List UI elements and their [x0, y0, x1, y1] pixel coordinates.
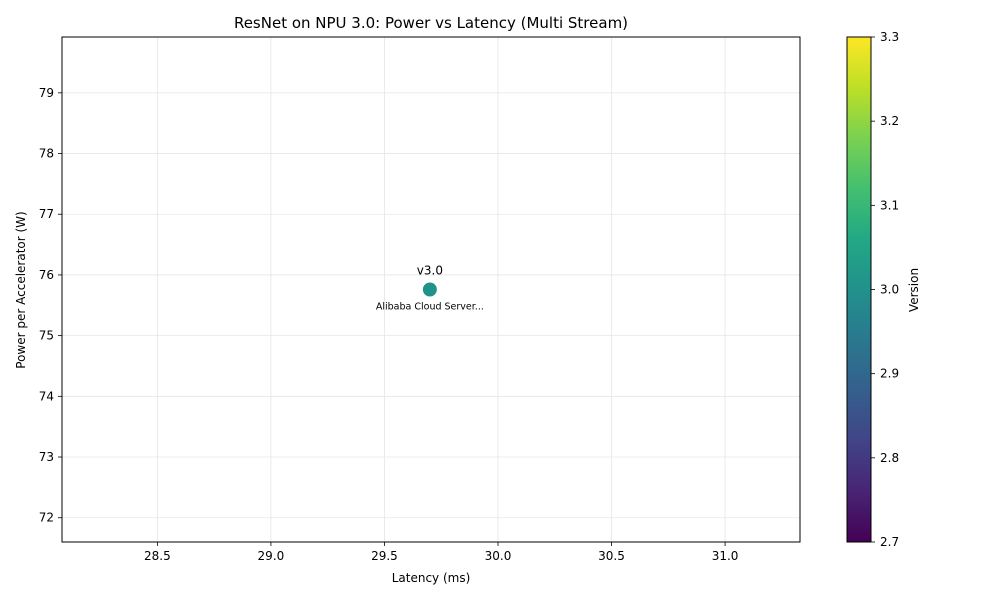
colorbar-tick-label: 3.2 — [880, 114, 899, 128]
point-sublabel: Alibaba Cloud Server... — [376, 302, 484, 313]
point-label: v3.0 — [417, 264, 443, 278]
y-axis-label: Power per Accelerator (W) — [14, 211, 28, 368]
colorbar-tick-label: 3.3 — [880, 30, 899, 44]
data-point — [422, 282, 437, 297]
colorbar-ticks: 2.7 2.8 2.9 3.0 3.1 3.2 3.3 — [871, 30, 899, 549]
y-tick-label: 73 — [39, 450, 54, 464]
x-axis-ticks: 28.5 29.0 29.5 30.0 30.5 31.0 — [144, 542, 738, 563]
plot-frame — [61, 36, 801, 543]
grid-lines — [62, 37, 800, 542]
x-tick-label: 30.5 — [598, 549, 625, 563]
x-tick-label: 29.0 — [258, 549, 285, 563]
x-tick-label: 28.5 — [144, 549, 171, 563]
y-tick-label: 74 — [39, 389, 54, 403]
colorbar-tick-label: 3.0 — [880, 283, 899, 297]
y-tick-label: 77 — [39, 207, 54, 221]
y-tick-label: 78 — [39, 147, 54, 161]
chart-title: ResNet on NPU 3.0: Power vs Latency (Mul… — [234, 14, 628, 32]
y-tick-label: 76 — [39, 268, 54, 282]
colorbar-tick-label: 2.8 — [880, 451, 899, 465]
x-tick-label: 31.0 — [712, 549, 739, 563]
y-tick-label: 72 — [39, 511, 54, 525]
y-tick-label: 75 — [39, 329, 54, 343]
colorbar-tick-label: 2.7 — [880, 535, 899, 549]
data-points: v3.0 Alibaba Cloud Server... — [376, 264, 484, 313]
x-axis-label: Latency (ms) — [392, 571, 471, 585]
x-tick-label: 29.5 — [371, 549, 398, 563]
colorbar — [846, 36, 872, 543]
y-axis-ticks: 72 73 74 75 76 77 78 79 — [39, 86, 62, 525]
colorbar-tick-label: 2.9 — [880, 367, 899, 381]
y-tick-label: 79 — [39, 86, 54, 100]
colorbar-tick-label: 3.1 — [880, 198, 899, 212]
colorbar-label: Version — [907, 268, 921, 312]
x-tick-label: 30.0 — [485, 549, 512, 563]
